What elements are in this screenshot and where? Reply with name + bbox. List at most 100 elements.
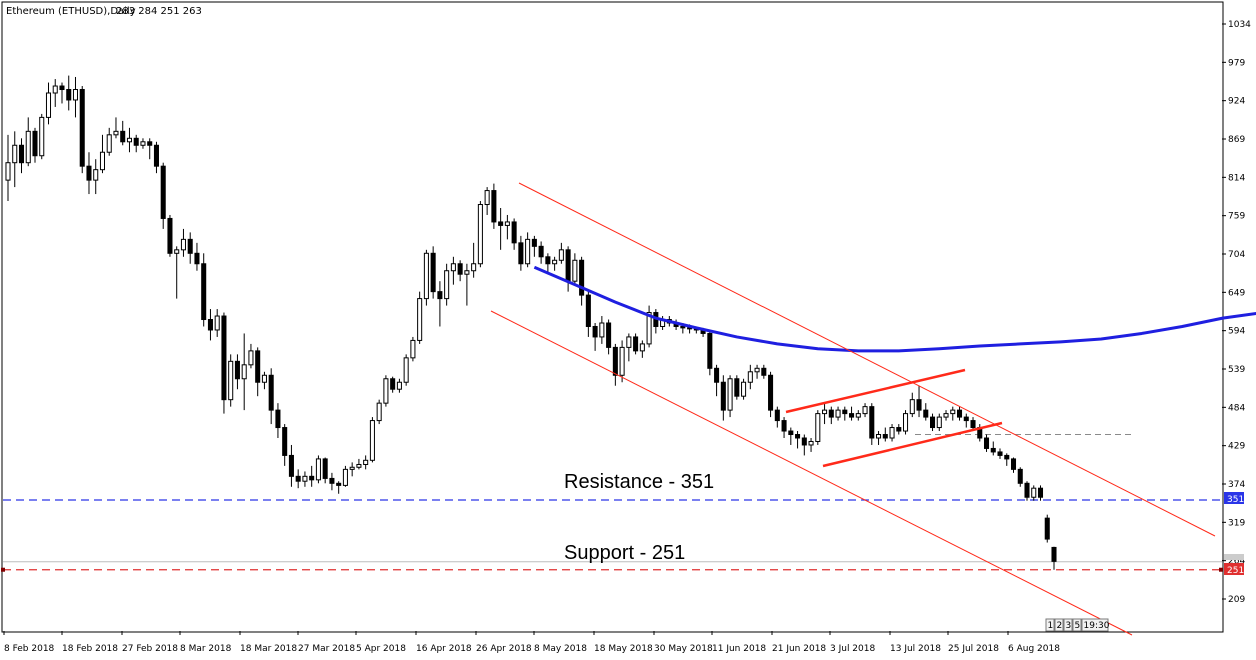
bullish-candle-body [113, 130, 119, 136]
candle [356, 458, 362, 470]
bearish-candle-body [720, 381, 726, 411]
candle [234, 354, 240, 390]
bearish-candle-body [997, 451, 1003, 456]
candle [113, 117, 119, 139]
bullish-candle-body [369, 420, 375, 461]
bullish-candle-body [417, 298, 423, 341]
bullish-candle-body [855, 413, 861, 418]
bearish-candle-body [788, 430, 794, 436]
bullish-candle-body [822, 409, 828, 415]
current-price-tag-text: 251 [1227, 566, 1244, 576]
bullish-candle-body [396, 381, 402, 390]
candle [376, 399, 382, 425]
candle [214, 309, 220, 337]
bearish-candle-body [680, 325, 686, 329]
candle [896, 424, 902, 435]
bearish-candle-body [531, 238, 537, 247]
candle [187, 232, 193, 264]
bearish-candle-body [329, 477, 335, 484]
candle [491, 183, 497, 229]
candle [180, 228, 186, 257]
bearish-candle-body [538, 245, 544, 258]
y-tick-label: 649 [1228, 288, 1245, 298]
bullish-candle-body [572, 259, 578, 282]
candle [747, 364, 753, 390]
resistance-price-tag: 351 [1224, 492, 1244, 505]
candle [1017, 467, 1023, 487]
y-tick-label: 924 [1228, 97, 1245, 107]
candle [45, 82, 52, 125]
bearish-candle-body [498, 221, 504, 226]
bearish-candle-body [120, 130, 126, 143]
y-tick-label: 264 [1228, 557, 1245, 567]
x-tick-label: 27 Feb 2018 [122, 644, 178, 654]
candle [558, 242, 564, 264]
bearish-candle-body [781, 420, 787, 432]
candle [336, 481, 342, 494]
candle [342, 465, 348, 487]
candle [876, 431, 882, 445]
x-tick-label: 21 Jun 2018 [772, 644, 826, 654]
bearish-candle-body [430, 252, 436, 293]
timeframe-button-label: 5 [1075, 621, 1081, 631]
candle [221, 312, 227, 414]
candle [120, 120, 126, 146]
candle [79, 86, 85, 174]
bullish-candle-body [504, 221, 510, 226]
candle [592, 323, 598, 351]
candle [329, 472, 335, 491]
y-tick-label: 979 [1228, 58, 1245, 68]
bearish-candle-body [79, 89, 85, 167]
bearish-candle-body [545, 256, 551, 265]
bearish-candle-body [32, 130, 38, 157]
bullish-candle-body [5, 162, 11, 181]
y-tick-label: 539 [1228, 365, 1245, 375]
bearish-candle-body [707, 332, 713, 369]
candle [963, 413, 969, 428]
bullish-candle-body [909, 399, 915, 415]
bullish-candle-body [52, 85, 58, 94]
x-axis: 8 Feb 2018 18 Feb 2018 27 Feb 2018 8 Mar 20… [3, 631, 1060, 654]
candle [66, 75, 72, 111]
candle [612, 343, 618, 386]
bearish-candle-body [133, 137, 139, 146]
bearish-candle-body [491, 190, 497, 223]
bearish-candle-body [160, 165, 166, 219]
candle [268, 368, 274, 425]
candle [444, 263, 450, 306]
bearish-candle-body [309, 475, 315, 481]
bullish-candle-body [241, 364, 247, 380]
candle [828, 406, 834, 425]
bearish-candle-body [714, 367, 720, 383]
moving-average-line [533, 265, 1256, 353]
candle [383, 375, 389, 407]
candle [882, 427, 888, 442]
y-tick-label: 704 [1228, 250, 1245, 260]
candle [52, 79, 58, 107]
bearish-candle-body [963, 416, 969, 422]
x-tick-label: 8 Mar 2018 [180, 644, 232, 654]
x-tick-label: 30 May 2018 [654, 644, 713, 654]
candle [464, 263, 470, 306]
candle [808, 438, 814, 452]
bearish-candle-body [255, 350, 261, 383]
bearish-candle-body [585, 294, 591, 327]
timeframe-button-label: 1 [1048, 621, 1054, 631]
candle [943, 410, 949, 421]
bearish-candle-body [956, 409, 963, 418]
bearish-candle-body [990, 447, 996, 453]
bearish-candle-body [970, 420, 976, 429]
candle [174, 246, 180, 299]
support-line-anchor [1, 567, 5, 572]
candle [923, 403, 929, 421]
candle [842, 406, 848, 421]
candle [450, 256, 456, 285]
candle [511, 218, 517, 250]
candle [5, 134, 11, 202]
candle [437, 281, 443, 327]
x-tick-label: 8 May 2018 [534, 644, 587, 654]
annotation-lines [1, 434, 1223, 572]
bearish-candle-body [207, 319, 213, 331]
bullish-candle-body [403, 357, 409, 383]
